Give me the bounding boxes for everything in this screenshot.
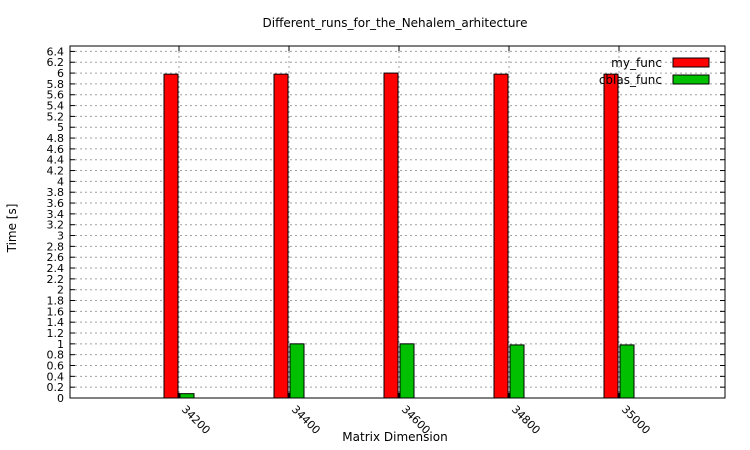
y-tick-label: 4 [57, 175, 64, 188]
y-tick-label: 2.2 [47, 273, 65, 286]
y-tick-label: 1 [57, 338, 64, 351]
y-tick-label: 1.2 [47, 327, 65, 340]
y-tick-label: 4.4 [47, 154, 65, 167]
y-axis-label: Time [s] [5, 204, 19, 254]
bar-my_func-34600 [383, 72, 399, 399]
x-axis-ticks: 34200 34400 34600 34800 35000 [178, 46, 653, 437]
bars [163, 72, 635, 399]
bar-my_func-34200 [163, 73, 179, 399]
bar-cblas_func-35000 [619, 344, 635, 399]
bar-cblas_func-34400 [289, 343, 305, 399]
y-tick-label: 3 [57, 230, 64, 243]
bar-my_func-34400 [273, 73, 289, 399]
y-tick-label: 5.8 [47, 78, 65, 91]
y-tick-label: 0.6 [47, 360, 65, 373]
y-tick-label: 1.6 [47, 305, 65, 318]
y-tick-label: 0.2 [47, 381, 65, 394]
y-tick-label: 5.6 [47, 89, 65, 102]
y-tick-label: 4.2 [47, 165, 65, 178]
y-tick-label: 0.8 [47, 349, 65, 362]
y-tick-label: 4.6 [47, 143, 65, 156]
x-tick-label: 34200 [179, 403, 213, 437]
bar-my_func-34800 [493, 73, 509, 399]
y-tick-label: 2 [57, 284, 64, 297]
y-tick-label: 5.4 [47, 100, 65, 113]
y-tick-label: 3.6 [47, 197, 65, 210]
y-tick-label: 3.2 [47, 219, 65, 232]
y-tick-label: 2.6 [47, 251, 65, 264]
y-tick-label: 0 [57, 392, 64, 405]
y-tick-label: 0.4 [47, 370, 65, 383]
y-tick-label: 6.2 [47, 56, 65, 69]
y-tick-label: 3.4 [47, 208, 65, 221]
legend-swatch-my_func [672, 57, 710, 68]
y-tick-label: 6 [57, 67, 64, 80]
x-tick-label: 34800 [509, 403, 543, 437]
x-tick-label: 34400 [289, 403, 323, 437]
y-tick-label: 1.4 [47, 316, 65, 329]
bar-cblas_func-34200 [179, 393, 195, 399]
legend-swatch-cblas_func [672, 74, 710, 85]
y-tick-label: 2.8 [47, 240, 65, 253]
x-axis-label: Matrix Dimension [342, 430, 447, 444]
y-tick-label: 5 [57, 121, 64, 134]
y-axis-ticks: 00.20.40.60.811.21.41.61.822.22.42.62.83… [47, 45, 725, 405]
legend: my_func cblas_func [599, 56, 710, 87]
plot-frame [69, 45, 726, 399]
x-tick-label: 35000 [619, 403, 653, 437]
legend-label: my_func [611, 56, 662, 70]
y-tick-label: 1.8 [47, 295, 65, 308]
y-tick-label: 2.4 [47, 262, 65, 275]
y-tick-label: 6.4 [47, 45, 65, 58]
bar-cblas_func-34600 [399, 343, 415, 399]
y-tick-label: 4.8 [47, 132, 65, 145]
chart-title: Different_runs_for_the_Nehalem_arhitectu… [263, 16, 528, 30]
bar-my_func-35000 [603, 73, 619, 399]
bar-cblas_func-34800 [509, 344, 525, 399]
y-tick-label: 5.2 [47, 110, 65, 123]
y-tick-label: 3.8 [47, 186, 65, 199]
legend-label: cblas_func [599, 73, 662, 87]
